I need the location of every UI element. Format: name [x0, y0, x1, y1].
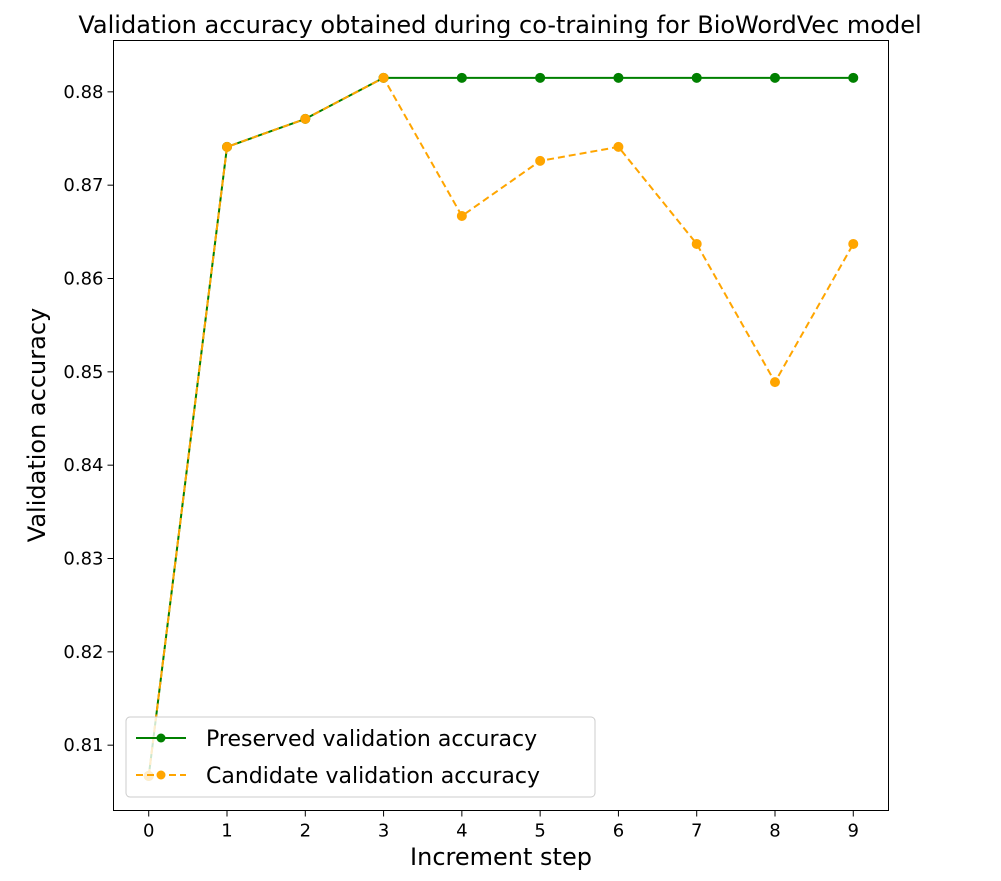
x-tick-label: 8	[769, 821, 780, 842]
y-tick-label: 0.88	[63, 82, 103, 103]
series-1-point	[691, 72, 702, 83]
series-2-point	[691, 238, 702, 249]
series-1-point	[769, 72, 780, 83]
y-tick-label: 0.84	[63, 455, 103, 476]
x-axis-label: Increment step	[410, 843, 592, 871]
series-line-2	[147, 76, 855, 777]
series-2-point	[456, 210, 467, 221]
x-tick-label: 1	[221, 821, 232, 842]
series-1-point	[456, 72, 467, 83]
y-axis-label: Validation accuracy	[23, 308, 51, 542]
series-line-1	[147, 76, 854, 777]
y-tick-label: 0.85	[63, 362, 103, 383]
legend-label-2: Candidate validation accuracy	[206, 764, 540, 789]
x-axis: 0 1 2 3 4 5 6 7 8 9	[143, 810, 859, 842]
series-2-point	[300, 113, 311, 124]
x-tick-label: 7	[691, 821, 702, 842]
series-1-point	[535, 72, 546, 83]
y-tick-label: 0.83	[63, 549, 103, 570]
x-tick-label: 0	[143, 821, 154, 842]
legend: Preserved validation accuracy Candidate v…	[125, 716, 596, 798]
legend-box	[125, 716, 596, 798]
x-tick-label: 2	[300, 821, 311, 842]
series-2-point	[378, 72, 389, 83]
series-2-point	[535, 155, 546, 166]
legend-label-1: Preserved validation accuracy	[206, 727, 537, 752]
plot-area	[113, 40, 889, 811]
series-1-point	[848, 72, 859, 83]
x-tick-label: 9	[848, 821, 859, 842]
y-tick-label: 0.86	[63, 269, 103, 290]
series-2-point	[613, 141, 624, 152]
y-tick-label: 0.87	[63, 175, 103, 196]
x-tick-label: 6	[613, 821, 624, 842]
x-tick-label: 4	[456, 821, 467, 842]
x-tick-label: 3	[378, 821, 389, 842]
y-axis: 0.81 0.82 0.83 0.84 0.85 0.86 0.87 0.88	[63, 82, 114, 756]
y-tick-label: 0.82	[63, 642, 103, 663]
legend-entries: Preserved validation accuracy Candidate v…	[136, 727, 540, 789]
series-2-point	[222, 141, 233, 152]
series-2-point	[769, 377, 780, 388]
x-tick-label: 5	[534, 821, 545, 842]
chart-title: Validation accuracy obtained during co-t…	[78, 11, 921, 39]
plot-frame	[113, 40, 889, 811]
legend-marker-1	[156, 733, 166, 743]
series-1-point	[613, 72, 624, 83]
legend-marker-2	[156, 770, 166, 780]
y-tick-label: 0.81	[63, 735, 103, 756]
series-2-point	[848, 238, 859, 249]
series-layer	[143, 72, 859, 781]
